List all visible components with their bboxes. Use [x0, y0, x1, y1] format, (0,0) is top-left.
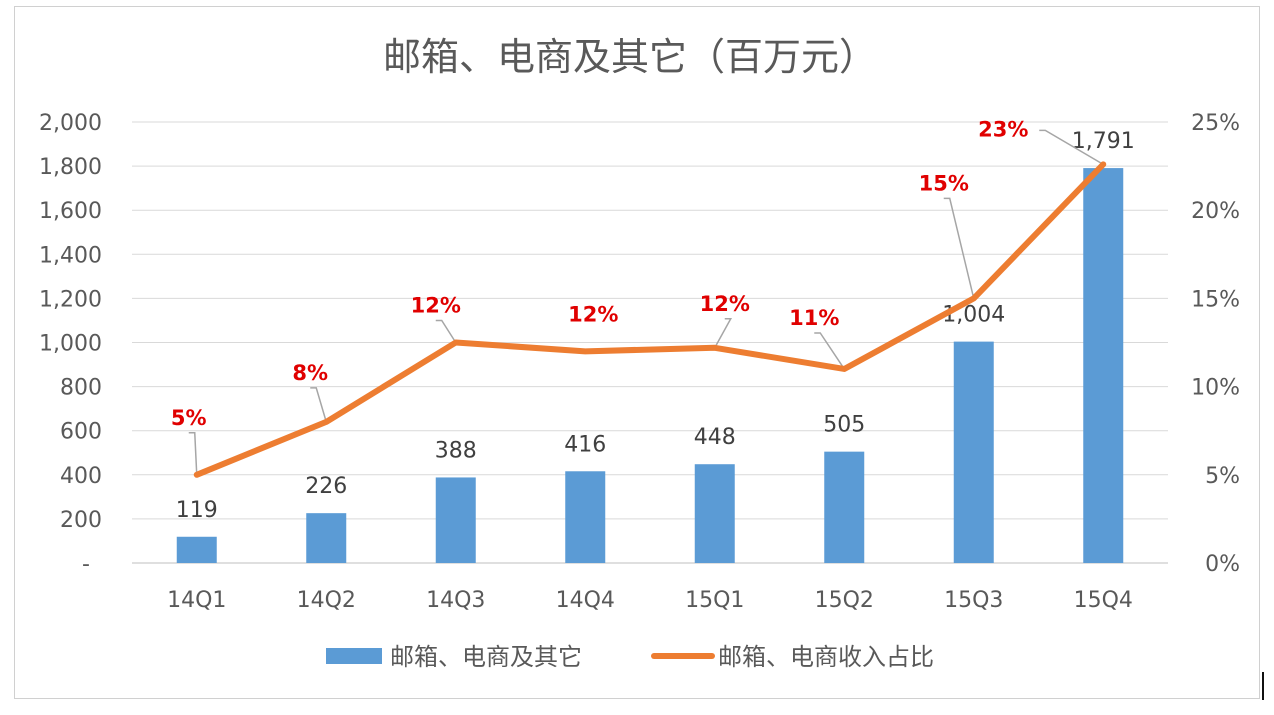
left-tick-label: 1,600	[39, 199, 102, 224]
left-tick-label: 1,800	[39, 155, 102, 180]
left-tick-label: 400	[60, 464, 102, 489]
edge-mark	[1262, 672, 1264, 700]
percent-label: 15%	[919, 171, 969, 195]
bar	[1083, 168, 1124, 563]
left-tick-label: 2,000	[39, 111, 102, 136]
percent-label: 12%	[568, 302, 618, 326]
percent-label: 12%	[700, 292, 750, 316]
percent-labels: 5% 8% 12% 12% 12% 11% 15% 23%	[171, 117, 1028, 429]
leader-line	[943, 197, 975, 299]
right-tick-label: 20%	[1191, 199, 1240, 224]
percent-label: 23%	[978, 117, 1028, 141]
right-tick-label: 15%	[1191, 287, 1240, 312]
bar-value-label: 505	[823, 413, 865, 438]
left-tick-label: 1,400	[39, 243, 102, 268]
category-label: 15Q4	[1074, 588, 1133, 613]
bar-value-label: 416	[564, 432, 606, 457]
bar	[694, 464, 735, 563]
category-label: 15Q1	[685, 588, 744, 613]
category-label: 15Q2	[815, 588, 874, 613]
bar	[306, 513, 347, 563]
category-axis-labels: 14Q1 14Q2 14Q3 14Q4 15Q1 15Q2 15Q3 15Q4	[167, 588, 1133, 613]
left-tick-label: -	[82, 552, 90, 577]
right-tick-label: 5%	[1205, 464, 1240, 489]
right-tick-label: 10%	[1191, 376, 1240, 401]
category-label: 14Q1	[167, 588, 226, 613]
legend: 邮箱、电商及其它 邮箱、电商收入占比	[326, 643, 934, 671]
legend-bar-swatch	[326, 648, 382, 664]
bar	[176, 536, 217, 563]
right-tick-label: 25%	[1191, 111, 1240, 136]
bar-value-label: 448	[694, 425, 736, 450]
left-axis-ticks: - 200 400 600 800 1,000 1,200 1,400 1,600 1,800 2,…	[39, 111, 102, 577]
left-tick-label: 1,200	[39, 287, 102, 312]
line-series	[193, 161, 1107, 478]
right-axis-ticks: 0% 5% 10% 15% 20% 25%	[1191, 111, 1240, 577]
left-tick-label: 200	[60, 508, 102, 533]
bar-value-label: 119	[176, 498, 218, 523]
leader-line	[435, 319, 457, 343]
bar-value-labels: 119 226 388 416 448 505 1,004 1,791	[176, 129, 1135, 523]
right-tick-label: 0%	[1205, 552, 1240, 577]
percent-label: 11%	[789, 306, 839, 330]
bar-value-label: 1,791	[1072, 129, 1135, 154]
bar	[435, 477, 476, 563]
legend-line-label: 邮箱、电商收入占比	[718, 643, 934, 671]
left-tick-label: 1,000	[39, 332, 102, 357]
bar-value-label: 226	[305, 474, 347, 499]
bar-value-label: 1,004	[942, 303, 1005, 328]
left-tick-label: 600	[60, 420, 102, 445]
gridlines	[132, 121, 1168, 564]
percent-label: 8%	[292, 361, 328, 385]
bar	[565, 471, 606, 563]
bar	[824, 451, 865, 563]
category-label: 15Q3	[944, 588, 1003, 613]
leader-line	[188, 432, 198, 475]
percent-label: 5%	[171, 406, 207, 430]
line-path	[193, 161, 1107, 478]
category-label: 14Q4	[556, 588, 615, 613]
legend-bar-label: 邮箱、电商及其它	[390, 643, 582, 671]
bar-series	[176, 168, 1124, 563]
chart-title: 邮箱、电商及其它（百万元）	[383, 35, 877, 79]
leader-lines	[188, 129, 1104, 475]
leader-line	[814, 332, 845, 370]
leader-line	[310, 387, 327, 423]
category-label: 14Q3	[426, 588, 485, 613]
leader-line	[1039, 129, 1104, 165]
bar	[953, 341, 994, 563]
percent-label: 12%	[411, 294, 461, 318]
bar-value-label: 388	[435, 438, 477, 463]
left-tick-label: 800	[60, 376, 102, 401]
category-label: 14Q2	[297, 588, 356, 613]
leader-line	[714, 318, 733, 349]
